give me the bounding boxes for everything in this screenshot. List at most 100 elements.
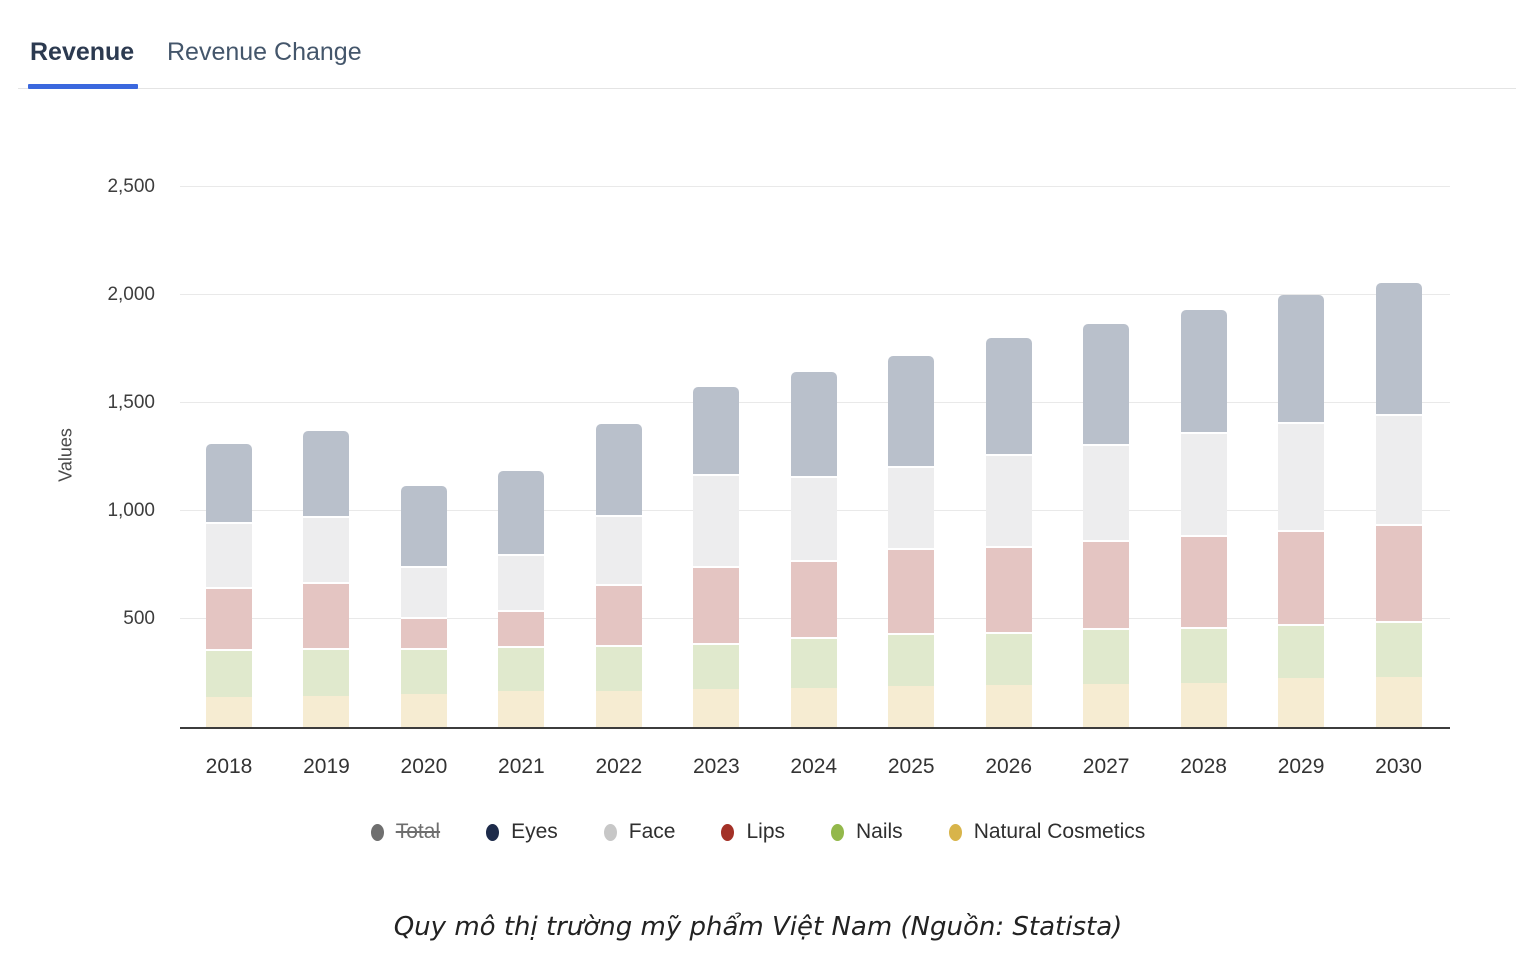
- x-tick-label-2026: 2026: [985, 755, 1033, 778]
- bar-segment-nails-2021[interactable]: [498, 646, 545, 692]
- bar-segment-natural-cosmetics-2027[interactable]: [1083, 683, 1130, 727]
- bar-segment-natural-cosmetics-2028[interactable]: [1180, 682, 1227, 727]
- bar-segment-eyes-2022[interactable]: [595, 423, 642, 516]
- legend-item-eyes[interactable]: Eyes: [486, 820, 558, 844]
- bar-segment-eyes-2027[interactable]: [1083, 324, 1130, 445]
- bar-segment-eyes-2018[interactable]: [206, 444, 252, 522]
- bar-segment-lips-2026[interactable]: [985, 545, 1032, 632]
- bar-segment-face-2025[interactable]: [888, 465, 935, 548]
- bar-segment-natural-cosmetics-2030[interactable]: [1375, 677, 1422, 727]
- bar-segment-natural-cosmetics-2026[interactable]: [985, 684, 1032, 727]
- tab-revenue-change[interactable]: Revenue Change: [167, 38, 362, 67]
- legend-dot-natural-cosmetics: [948, 823, 962, 841]
- tab-bar-divider: [18, 88, 1516, 89]
- bar-segment-eyes-2021[interactable]: [498, 471, 545, 555]
- bar-segment-lips-2022[interactable]: [595, 584, 642, 645]
- gridline-2000: [180, 294, 1450, 295]
- bar-segment-lips-2029[interactable]: [1278, 530, 1325, 625]
- bar-segment-nails-2029[interactable]: [1278, 624, 1325, 679]
- bar-segment-face-2022[interactable]: [595, 515, 642, 585]
- legend-dot-eyes: [486, 823, 500, 841]
- gridline-2500: [180, 186, 1450, 187]
- x-tick-label-2028: 2028: [1180, 755, 1227, 778]
- bar-2030[interactable]: [1375, 283, 1422, 727]
- bar-segment-eyes-2024[interactable]: [790, 371, 837, 477]
- bar-segment-lips-2030[interactable]: [1375, 523, 1422, 622]
- bar-segment-face-2020[interactable]: [400, 566, 447, 617]
- bar-segment-lips-2028[interactable]: [1180, 534, 1227, 627]
- legend-item-face[interactable]: Face: [603, 820, 676, 844]
- bar-segment-natural-cosmetics-2018[interactable]: [206, 696, 252, 727]
- bar-segment-nails-2027[interactable]: [1083, 627, 1130, 684]
- bar-segment-face-2028[interactable]: [1180, 432, 1227, 535]
- bar-segment-natural-cosmetics-2024[interactable]: [790, 688, 837, 727]
- tab-revenue[interactable]: Revenue: [28, 38, 139, 89]
- bar-segment-natural-cosmetics-2020[interactable]: [400, 693, 447, 727]
- bar-segment-nails-2018[interactable]: [206, 649, 252, 697]
- bar-2023[interactable]: [693, 386, 740, 727]
- bar-segment-eyes-2026[interactable]: [985, 338, 1032, 454]
- bar-segment-nails-2030[interactable]: [1375, 621, 1422, 678]
- tab-revenue-change-label: Revenue Change: [167, 38, 362, 66]
- bar-segment-natural-cosmetics-2029[interactable]: [1278, 678, 1325, 727]
- bar-segment-nails-2020[interactable]: [400, 648, 447, 694]
- bar-2022[interactable]: [595, 423, 642, 727]
- bar-segment-lips-2019[interactable]: [303, 582, 350, 649]
- x-tick-label-2018: 2018: [205, 755, 253, 778]
- legend-label-eyes: Eyes: [511, 820, 558, 843]
- bar-segment-face-2019[interactable]: [303, 516, 350, 583]
- bar-segment-lips-2023[interactable]: [693, 566, 740, 643]
- legend-item-lips[interactable]: Lips: [721, 820, 785, 844]
- bar-segment-face-2024[interactable]: [790, 476, 837, 560]
- legend-label-total: Total: [395, 820, 441, 843]
- bar-segment-eyes-2025[interactable]: [888, 355, 935, 466]
- bar-segment-face-2021[interactable]: [498, 554, 545, 611]
- bar-2026[interactable]: [985, 338, 1032, 727]
- bar-segment-nails-2028[interactable]: [1180, 626, 1227, 683]
- bar-2021[interactable]: [498, 471, 545, 727]
- bar-segment-natural-cosmetics-2022[interactable]: [595, 691, 642, 727]
- bar-2025[interactable]: [888, 355, 935, 727]
- bar-segment-nails-2026[interactable]: [985, 631, 1032, 685]
- bar-2028[interactable]: [1180, 310, 1227, 727]
- bar-segment-face-2030[interactable]: [1375, 413, 1422, 524]
- tab-revenue-label: Revenue: [30, 38, 135, 66]
- bar-segment-lips-2027[interactable]: [1083, 540, 1130, 628]
- bar-2024[interactable]: [790, 371, 837, 727]
- legend-label-face: Face: [628, 820, 676, 843]
- bar-segment-lips-2018[interactable]: [206, 586, 252, 650]
- bar-segment-eyes-2019[interactable]: [303, 431, 350, 517]
- bar-2029[interactable]: [1278, 295, 1325, 727]
- bar-segment-nails-2025[interactable]: [888, 633, 935, 686]
- bar-segment-nails-2023[interactable]: [693, 642, 740, 690]
- bar-2020[interactable]: [400, 486, 447, 727]
- legend-item-total[interactable]: Total: [370, 820, 441, 844]
- bar-segment-eyes-2029[interactable]: [1278, 295, 1325, 423]
- bar-2018[interactable]: [206, 444, 252, 727]
- bar-segment-lips-2021[interactable]: [498, 610, 545, 647]
- bar-segment-eyes-2030[interactable]: [1375, 283, 1422, 414]
- bar-segment-eyes-2028[interactable]: [1180, 310, 1227, 433]
- bar-2027[interactable]: [1083, 324, 1130, 727]
- bar-segment-face-2029[interactable]: [1278, 422, 1325, 531]
- bar-segment-natural-cosmetics-2023[interactable]: [693, 689, 740, 727]
- bar-segment-natural-cosmetics-2019[interactable]: [303, 695, 350, 727]
- bar-segment-natural-cosmetics-2025[interactable]: [888, 685, 935, 727]
- y-tick-label: 2,500: [107, 176, 155, 197]
- legend-item-nails[interactable]: Nails: [831, 820, 903, 844]
- bar-segment-nails-2019[interactable]: [303, 648, 350, 696]
- bar-segment-face-2023[interactable]: [693, 474, 740, 567]
- bar-segment-nails-2024[interactable]: [790, 637, 837, 689]
- bar-segment-eyes-2023[interactable]: [693, 386, 740, 475]
- bar-segment-face-2018[interactable]: [206, 521, 252, 587]
- bar-segment-eyes-2020[interactable]: [400, 486, 447, 567]
- legend-item-natural-cosmetics[interactable]: Natural Cosmetics: [948, 820, 1145, 844]
- bar-segment-face-2027[interactable]: [1083, 444, 1130, 541]
- bar-segment-natural-cosmetics-2021[interactable]: [498, 691, 545, 727]
- bar-segment-lips-2024[interactable]: [790, 559, 837, 638]
- bar-segment-face-2026[interactable]: [985, 453, 1032, 546]
- bar-segment-lips-2025[interactable]: [888, 547, 935, 634]
- bar-segment-nails-2022[interactable]: [595, 644, 642, 692]
- bar-2019[interactable]: [303, 431, 350, 727]
- bar-segment-lips-2020[interactable]: [400, 616, 447, 649]
